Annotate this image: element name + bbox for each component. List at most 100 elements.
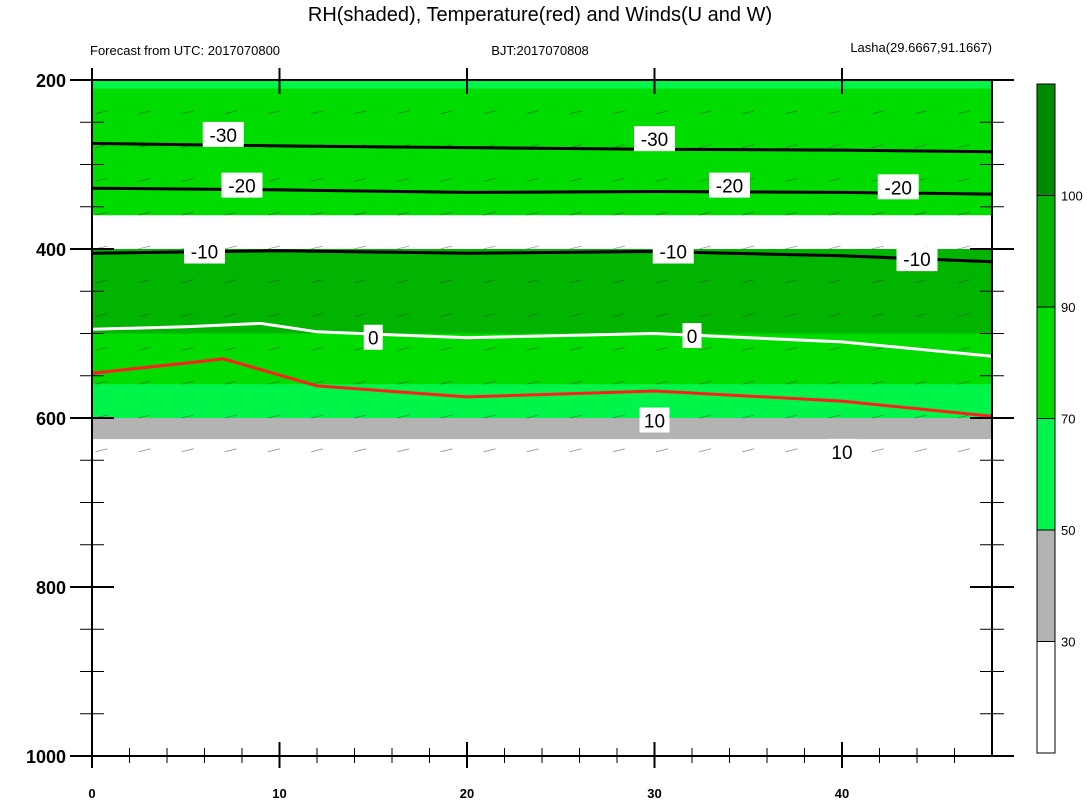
wind-barb — [914, 144, 927, 148]
wind-barb — [224, 380, 237, 385]
wind-barb — [612, 313, 625, 317]
wind-barb — [267, 347, 280, 351]
wind-barb — [828, 178, 841, 182]
wind-barb — [699, 245, 712, 250]
wind-barb — [828, 211, 841, 216]
wind-barb — [397, 279, 410, 284]
isotherm-label: -10 — [903, 250, 930, 271]
wind-barb — [785, 279, 798, 284]
wind-barb — [440, 245, 453, 250]
colorbar-segment — [1036, 418, 1056, 531]
wind-barb — [526, 178, 539, 182]
wind-barb — [569, 313, 582, 317]
wind-barb — [957, 178, 970, 182]
forecast-subtitle: Forecast from UTC: 2017070800 — [90, 43, 280, 58]
wind-barb — [526, 211, 539, 216]
isotherm-label-bg — [827, 438, 857, 464]
wind-barb — [397, 347, 410, 351]
wind-barb — [526, 110, 539, 115]
wind-barb — [138, 110, 151, 115]
wind-barb — [742, 144, 755, 148]
wind-barb — [354, 211, 367, 216]
wind-barb — [397, 211, 410, 216]
wind-barb — [871, 448, 884, 453]
wind-barb — [95, 211, 108, 216]
wind-barb — [742, 313, 755, 317]
wind-barb — [957, 313, 970, 317]
wind-barb — [95, 110, 108, 115]
wind-barb — [138, 414, 151, 419]
chart-title: RH(shaded), Temperature(red) and Winds(U… — [308, 4, 772, 26]
wind-barb — [655, 347, 669, 351]
wind-barb — [914, 380, 927, 385]
isotherm-label-bg — [363, 324, 383, 350]
wind-barb — [957, 414, 970, 419]
colorbar-tick-label: 90 — [1061, 300, 1075, 315]
wind-barb — [871, 347, 884, 351]
wind-barb — [699, 144, 712, 148]
wind-barb — [655, 178, 669, 182]
wind-barb — [569, 448, 582, 453]
wind-barb — [224, 347, 237, 351]
colorbar-segment — [1036, 641, 1056, 754]
wind-barb — [785, 414, 798, 419]
colorbar-tick-label: 100 — [1061, 189, 1083, 204]
wind-barb — [699, 347, 712, 351]
wind-barb — [785, 245, 798, 250]
wind-barb — [871, 211, 884, 216]
wind-barb — [785, 144, 798, 148]
isotherm-10 — [91, 357, 993, 418]
wind-barb — [397, 448, 410, 453]
isotherm-label-bg — [221, 172, 263, 198]
wind-barb — [397, 414, 410, 419]
wind-barb — [181, 178, 194, 182]
wind-barb — [957, 211, 970, 216]
isotherm-label: 10 — [831, 443, 852, 464]
isotherm-label: 10 — [644, 412, 665, 433]
wind-barb — [224, 279, 237, 284]
wind-barb — [914, 313, 927, 317]
wind-barb — [224, 245, 237, 250]
wind-barb — [828, 245, 841, 250]
wind-barb — [612, 245, 625, 250]
wind-barb — [612, 414, 625, 419]
wind-barb — [828, 313, 841, 317]
y-tick-label: 800 — [36, 578, 66, 598]
wind-barb — [569, 414, 582, 419]
colorbar-segment — [1036, 195, 1056, 308]
wind-barb — [828, 144, 841, 148]
plot-area: -30 -30 -20 -20 -20 -10 -10 -10 0 0 10 10 — [91, 80, 993, 464]
x-tick-label: 30 — [647, 786, 661, 801]
wind-barb — [612, 178, 625, 182]
wind-barb — [785, 178, 798, 182]
wind-barb — [95, 144, 108, 148]
wind-barb — [440, 380, 453, 385]
wind-barb — [957, 279, 970, 284]
wind-barb — [267, 245, 280, 250]
wind-barb — [397, 313, 410, 317]
wind-barb — [138, 448, 151, 453]
wind-barb — [440, 313, 453, 317]
wind-barb — [526, 313, 539, 317]
isotherm-label: 0 — [687, 327, 698, 348]
wind-barb — [785, 380, 798, 385]
wind-barb — [655, 110, 669, 115]
wind-barb — [914, 110, 927, 115]
wind-barb — [267, 178, 280, 182]
colorbar-segment — [1036, 83, 1056, 196]
wind-barb — [612, 448, 625, 453]
wind-barb — [310, 178, 324, 182]
wind-barb — [526, 380, 539, 385]
y-tick-label: 200 — [36, 71, 66, 91]
isotherm-label: -20 — [716, 177, 743, 198]
x-tick-label: 40 — [835, 786, 849, 801]
wind-barb — [526, 245, 539, 250]
isotherm-label: -20 — [885, 178, 912, 199]
wind-barb — [138, 313, 151, 317]
bjt-subtitle: BJT:2017070808 — [491, 43, 589, 58]
wind-barb — [354, 414, 367, 419]
isotherm-label: -10 — [191, 243, 218, 264]
wind-barb — [828, 347, 841, 351]
wind-barb — [440, 178, 453, 182]
wind-barb — [785, 110, 798, 115]
